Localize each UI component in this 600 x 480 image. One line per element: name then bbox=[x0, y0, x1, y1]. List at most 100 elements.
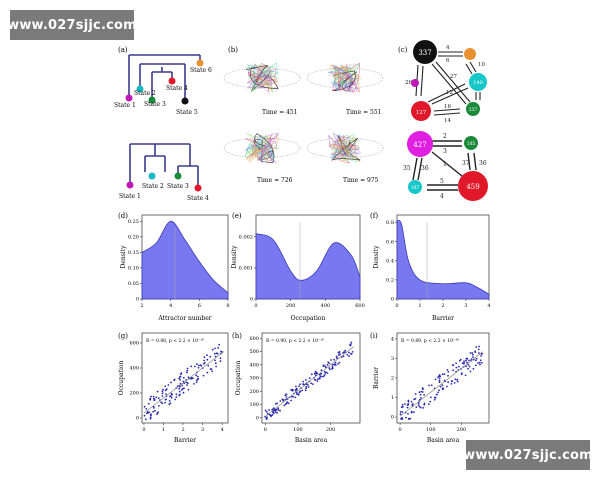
svg-text:10: 10 bbox=[478, 62, 485, 68]
scatter-point bbox=[469, 370, 472, 373]
scatter-point bbox=[220, 350, 222, 353]
scatter-point bbox=[405, 416, 407, 419]
scatter-point bbox=[209, 368, 212, 371]
y-tick-label: 0.002 bbox=[239, 234, 253, 240]
scatter-point bbox=[183, 382, 186, 385]
scatter-point bbox=[161, 402, 164, 405]
scatter-point bbox=[455, 366, 458, 369]
x-tick-label: 3 bbox=[201, 427, 204, 433]
scatter-point bbox=[196, 375, 199, 378]
scatter-point bbox=[162, 388, 165, 391]
tree-bottom-label-4: State 4 bbox=[187, 195, 209, 202]
y-tick-label: 0 bbox=[136, 416, 139, 422]
scatter-point bbox=[452, 369, 455, 372]
scatter-point bbox=[186, 371, 188, 374]
scatter-point bbox=[272, 412, 275, 414]
scatter-point bbox=[173, 379, 176, 382]
scatter-point bbox=[209, 355, 212, 358]
scatter-points-g bbox=[143, 343, 223, 421]
scatter-point bbox=[438, 389, 440, 392]
scatter-point bbox=[305, 386, 308, 388]
scatter-point bbox=[179, 379, 182, 381]
scatter-point bbox=[478, 345, 480, 348]
scatter-point bbox=[203, 359, 206, 362]
scatter-point bbox=[179, 376, 181, 378]
scatter-point bbox=[400, 417, 402, 420]
scatter-point bbox=[186, 367, 189, 370]
x-tick-label: 200 bbox=[286, 303, 296, 309]
scatter-point bbox=[316, 378, 319, 380]
scatter-point bbox=[181, 384, 184, 387]
scatter-point bbox=[308, 377, 311, 379]
panel-g-ylabel: Occupation bbox=[118, 361, 125, 396]
scatter-point bbox=[437, 376, 439, 379]
watermark-top: www.027sjjc.com bbox=[7, 10, 137, 40]
tree-top-node-2 bbox=[136, 85, 144, 93]
scatter-point bbox=[326, 364, 329, 366]
tree-top bbox=[128, 54, 201, 100]
scatter-point bbox=[295, 385, 297, 388]
scatter-point bbox=[404, 403, 406, 405]
scatter-point bbox=[168, 403, 171, 406]
scatter-point bbox=[338, 361, 341, 364]
scatter-point bbox=[399, 413, 402, 416]
scatter-point bbox=[412, 403, 414, 405]
network-bottom-node-4 bbox=[408, 180, 422, 194]
scatter-point bbox=[400, 406, 403, 409]
scatter-point bbox=[477, 362, 479, 364]
scatter-point bbox=[147, 402, 150, 405]
scatter-point bbox=[185, 381, 188, 384]
panel-b: (b) Time = 451 Time = 551 Time = 726 Tim… bbox=[223, 46, 384, 184]
panel-g-annotation: R = 0.88, p < 2.2 × 10⁻¹⁶ bbox=[146, 338, 204, 344]
scatter-point bbox=[211, 348, 214, 351]
panel-d-xlabel: Attractor number bbox=[157, 315, 211, 322]
scatter-point bbox=[154, 409, 156, 412]
scatter-point bbox=[214, 355, 217, 358]
tree-top-node-5 bbox=[181, 97, 189, 105]
scatter-point bbox=[479, 359, 482, 362]
scatter-point bbox=[180, 372, 183, 375]
time-label-4: Time = 975 bbox=[343, 177, 379, 184]
scatter-point bbox=[454, 378, 457, 381]
scatter-point bbox=[316, 380, 319, 382]
scatter-point bbox=[330, 359, 332, 361]
scatter-point bbox=[312, 383, 314, 385]
scatter-point bbox=[301, 389, 304, 392]
scatter-point bbox=[274, 411, 277, 413]
y-tick-label: 0.8 bbox=[386, 220, 394, 226]
scatter-point bbox=[414, 393, 417, 395]
tree-top-node-3 bbox=[148, 96, 156, 104]
scatter-point bbox=[437, 391, 439, 394]
density-area-f bbox=[396, 219, 490, 300]
network-top-node-6 bbox=[411, 79, 419, 87]
scatter-point bbox=[279, 400, 282, 402]
scatter-point bbox=[470, 358, 473, 360]
scatter-point bbox=[297, 393, 300, 396]
scatter-point bbox=[195, 379, 198, 382]
scatter-point bbox=[475, 357, 478, 360]
scatter-point bbox=[155, 396, 158, 399]
scatter-point bbox=[298, 385, 300, 388]
scatter-point bbox=[338, 351, 341, 354]
scatter-point bbox=[270, 415, 272, 418]
panel-g: (g) R = 0.88, p < 2.2 × 10⁻¹⁶ 0 1 2 3 4 0 200 4… bbox=[118, 332, 229, 444]
network-top-node-3 bbox=[469, 73, 487, 91]
scatter-point bbox=[438, 377, 441, 380]
y-tick-label: 0.05 bbox=[128, 281, 139, 287]
scatter-point bbox=[202, 363, 205, 365]
tree-top-node-6 bbox=[196, 59, 204, 67]
tree-bottom bbox=[129, 143, 199, 186]
scatter-point bbox=[302, 380, 305, 383]
scatter-point bbox=[401, 411, 404, 413]
network-top-node-1 bbox=[413, 40, 437, 64]
scatter-point bbox=[310, 382, 312, 385]
svg-text:5: 5 bbox=[440, 178, 444, 185]
scatter-point bbox=[283, 404, 286, 407]
scatter-point bbox=[439, 375, 442, 378]
x-tick-label: 2 bbox=[140, 303, 143, 309]
tree-top-label-4: State 4 bbox=[166, 85, 188, 92]
panel-c-tag: (c) bbox=[398, 46, 408, 54]
scatter-point bbox=[214, 347, 216, 350]
y-tick-label: 0 bbox=[136, 297, 139, 303]
scatter-point bbox=[170, 392, 173, 395]
